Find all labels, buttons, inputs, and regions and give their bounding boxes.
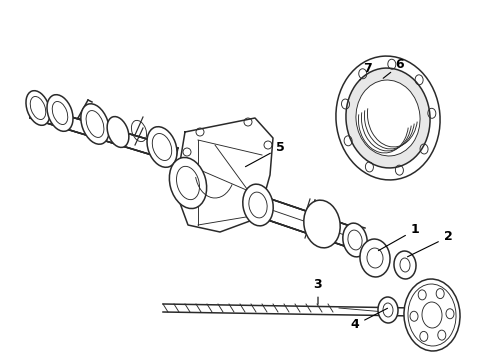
Ellipse shape [47, 95, 73, 131]
Ellipse shape [303, 200, 340, 248]
Text: 2: 2 [407, 230, 451, 257]
Text: 4: 4 [350, 308, 386, 332]
Text: 5: 5 [245, 141, 284, 167]
Text: 7: 7 [359, 62, 372, 80]
Polygon shape [262, 196, 361, 252]
Polygon shape [177, 118, 272, 232]
Text: 3: 3 [313, 279, 322, 304]
Ellipse shape [26, 91, 50, 125]
Ellipse shape [355, 80, 419, 156]
Ellipse shape [403, 279, 459, 351]
Text: 6: 6 [383, 58, 404, 78]
Ellipse shape [169, 157, 206, 208]
Ellipse shape [359, 239, 389, 277]
Ellipse shape [147, 127, 177, 167]
Ellipse shape [345, 68, 429, 168]
Polygon shape [30, 105, 178, 162]
Ellipse shape [377, 297, 397, 323]
Ellipse shape [335, 56, 439, 180]
Ellipse shape [107, 117, 129, 147]
Text: 1: 1 [378, 224, 419, 251]
Ellipse shape [242, 184, 273, 226]
Ellipse shape [393, 251, 415, 279]
Ellipse shape [81, 104, 109, 144]
Ellipse shape [342, 223, 366, 257]
